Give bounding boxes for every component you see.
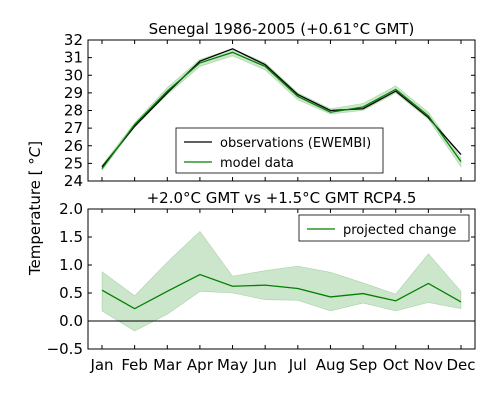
x-tick-label: Feb	[121, 356, 148, 374]
x-tick-label: Mar	[153, 356, 182, 374]
legend-label: observations (EWEMBI)	[220, 136, 371, 151]
x-tick-label: Jul	[288, 356, 307, 374]
y-tick-label: 24	[64, 172, 83, 190]
x-tick-label: Jan	[89, 356, 113, 374]
projected-change-panel: +2.0°C GMT vs +1.5°C GMT RCP4.5 −0.5 0.0 0.…	[47, 189, 476, 374]
y-tick-label: 31	[64, 49, 83, 67]
legend: observations (EWEMBI) model data	[175, 127, 384, 174]
y-tick-label: 27	[64, 119, 83, 137]
x-tick-label: Jun	[252, 356, 276, 374]
y-tick-label: 1.5	[59, 228, 83, 246]
series-line	[101, 273, 462, 310]
observations-vs-model-panel: Senegal 1986-2005 (+0.61°C GMT)242526272…	[64, 20, 476, 190]
y-axis-label: Temperature [ °C]	[26, 141, 44, 276]
legend-frame	[298, 214, 470, 242]
y-tick-label: 25	[64, 154, 83, 172]
x-tick-label: Sep	[349, 356, 377, 374]
panel-title: +2.0°C GMT vs +1.5°C GMT RCP4.5	[147, 189, 417, 207]
y-tick-label: 2.0	[59, 200, 83, 218]
series-line	[101, 48, 462, 168]
x-tick-label: Aug	[316, 356, 345, 374]
x-tick-label: Apr	[187, 356, 214, 374]
y-tick-label: −0.5	[47, 340, 83, 358]
y-tick-label: 30	[64, 66, 83, 84]
x-tick-label: May	[217, 356, 248, 374]
x-tick-label: Dec	[446, 356, 475, 374]
y-tick-label: 0.0	[59, 312, 83, 330]
y-tick-label: 32	[64, 31, 83, 49]
series-band	[101, 230, 462, 332]
series-line	[101, 51, 462, 170]
legend-frame	[175, 127, 384, 174]
y-tick-label: 1.0	[59, 256, 83, 274]
legend-label: model data	[220, 156, 294, 171]
y-tick-label: 28	[64, 102, 83, 120]
x-tick-label: Nov	[414, 356, 443, 374]
axes-frame	[87, 208, 476, 350]
y-tick-label: 26	[64, 137, 83, 155]
legend: projected change	[298, 214, 470, 242]
y-tick-label: 0.5	[59, 284, 83, 302]
y-tick-label: 29	[64, 84, 83, 102]
x-tick-label: Oct	[383, 356, 409, 374]
panel-title: Senegal 1986-2005 (+0.61°C GMT)	[149, 20, 415, 38]
legend-label: projected change	[343, 223, 456, 238]
